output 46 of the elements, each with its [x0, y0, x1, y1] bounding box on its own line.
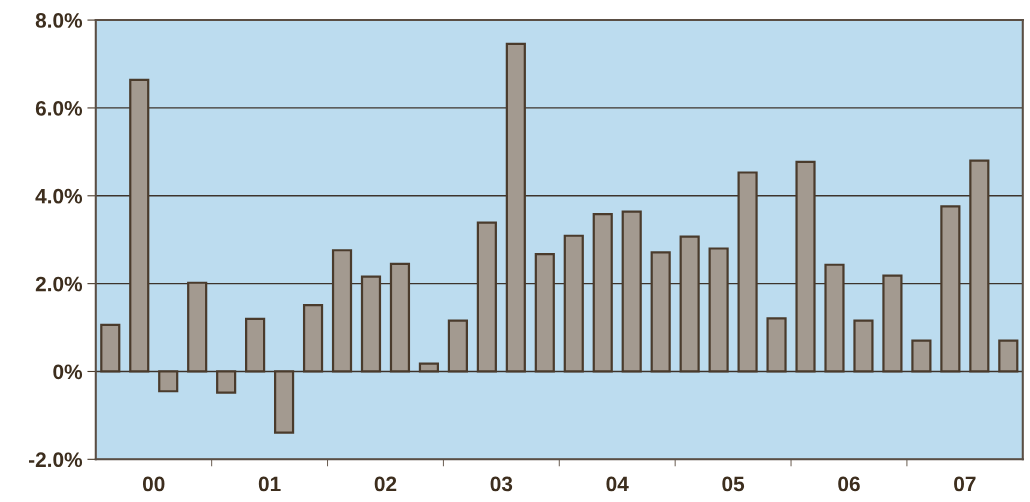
x-tick-label: 02	[374, 476, 397, 492]
bar	[418, 362, 440, 373]
bar	[563, 234, 584, 373]
x-tick-label: 01	[258, 476, 281, 492]
bar	[853, 319, 874, 373]
y-tick-label: -2.0%	[28, 452, 83, 468]
bar	[158, 370, 179, 393]
y-tick-label: 8.0%	[35, 13, 83, 28]
bar	[795, 160, 816, 373]
bar	[650, 251, 671, 373]
bar	[187, 281, 208, 373]
bar	[389, 262, 411, 373]
bar	[679, 235, 700, 373]
y-tick-label: 2.0%	[35, 276, 83, 292]
bar	[331, 249, 353, 373]
bar	[766, 317, 787, 373]
bar	[534, 253, 555, 373]
bar	[824, 263, 845, 373]
bar	[302, 304, 324, 373]
bar	[476, 221, 497, 373]
bar	[621, 210, 642, 373]
bar	[969, 159, 990, 373]
y-tick-label: 4.0%	[35, 188, 83, 204]
x-tick-label: 00	[142, 476, 165, 492]
x-tick-label: 05	[722, 476, 745, 492]
x-tick-label: 03	[490, 476, 513, 492]
bar	[911, 339, 932, 373]
x-tick-label: 07	[954, 476, 976, 492]
bar	[940, 205, 961, 373]
y-tick-label: 6.0%	[35, 100, 83, 116]
x-tick-label: 04	[606, 476, 629, 492]
bar	[447, 319, 468, 373]
bar	[998, 339, 1019, 373]
bar	[592, 213, 613, 373]
bar	[505, 42, 526, 373]
bar	[708, 247, 729, 373]
bar	[737, 171, 758, 373]
bar	[882, 274, 903, 373]
y-tick-label: 0%	[53, 364, 83, 380]
bar	[274, 370, 295, 434]
bar	[129, 78, 150, 373]
x-tick-label: 06	[838, 476, 860, 492]
bar	[360, 275, 382, 373]
bar	[100, 323, 121, 373]
bar	[216, 370, 237, 394]
bar	[245, 317, 266, 373]
